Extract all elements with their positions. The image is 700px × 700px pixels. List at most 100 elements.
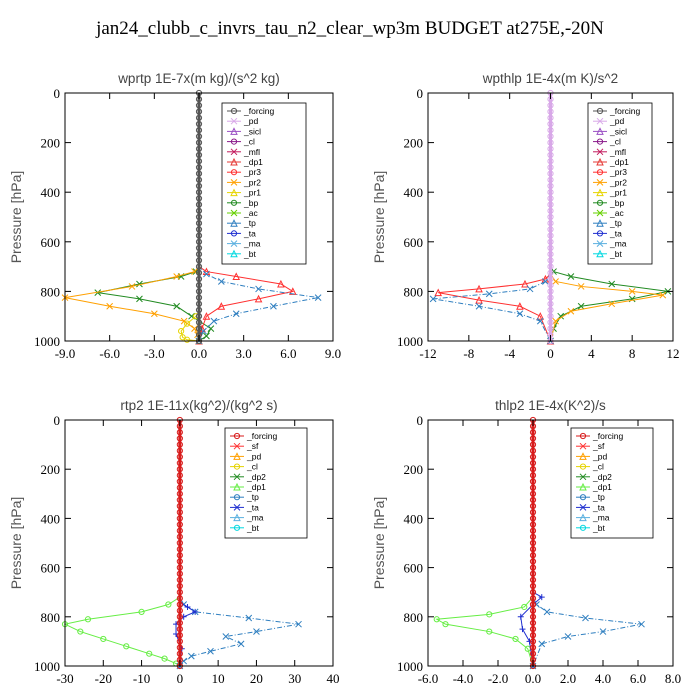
data-point xyxy=(543,608,551,616)
legend-entry: _mfl xyxy=(243,147,260,157)
legend-marker xyxy=(230,249,238,258)
legend: _forcing_pd_sicl_cl_mfl_dp1_pr3_pr2_pr1_… xyxy=(221,102,307,265)
y-tick-label: 600 xyxy=(404,235,424,250)
x-tick-label: -30 xyxy=(56,671,73,686)
x-tick-label: 30 xyxy=(288,671,301,686)
series-bp xyxy=(94,93,215,345)
legend-marker xyxy=(596,169,604,176)
legend-marker xyxy=(230,230,238,237)
legend-entry: _pr2 xyxy=(243,177,261,187)
legend-marker xyxy=(596,249,604,258)
y-tick-label: 800 xyxy=(41,284,61,299)
legend-entry: _cl xyxy=(609,137,621,147)
legend-entry: _ma xyxy=(246,513,264,523)
data-point xyxy=(191,325,198,332)
series-forcing xyxy=(195,89,203,345)
legend-entry: _tp xyxy=(609,218,622,228)
x-tick-label: -2.0 xyxy=(488,671,509,686)
data-point xyxy=(217,278,225,285)
plot-frame xyxy=(64,419,334,667)
data-point xyxy=(222,633,230,640)
data-point xyxy=(207,325,215,332)
data-point xyxy=(577,302,585,310)
data-point xyxy=(608,280,616,288)
x-tick-label: 12 xyxy=(667,346,680,361)
data-point xyxy=(552,317,559,325)
legend-entry: _mfl xyxy=(609,147,626,157)
legend-entry: _forcing xyxy=(592,431,624,441)
data-point xyxy=(237,640,245,648)
data-point xyxy=(203,332,210,340)
data-point xyxy=(567,273,575,280)
data-point xyxy=(314,294,322,301)
data-point xyxy=(203,270,210,278)
legend-entry: _tp xyxy=(592,492,605,502)
legend-marker xyxy=(596,240,604,247)
legend-entry: _sf xyxy=(592,441,605,451)
data-point xyxy=(552,278,559,285)
series-line xyxy=(63,420,181,667)
data-point xyxy=(184,603,191,610)
x-tick-label: -4.0 xyxy=(453,671,474,686)
data-point xyxy=(475,295,483,304)
legend-entry: _bp xyxy=(609,198,624,208)
legend-entry: _cl xyxy=(246,462,258,472)
data-point xyxy=(486,611,493,618)
legend-entry: _dp1 xyxy=(592,482,612,492)
legend-entry: _pd xyxy=(243,116,258,126)
data-point xyxy=(599,628,607,635)
panel-title: thlp2 1E-4x(K^2)/s xyxy=(495,398,606,413)
legend-entry: _cl xyxy=(592,462,604,472)
legend: _forcing_sf_pd_cl_dp2_dp1_tp_ta_ma_bt xyxy=(570,427,654,539)
data-point xyxy=(179,334,186,341)
x-tick-label: 0.0 xyxy=(525,671,541,686)
x-tick-label: 4 xyxy=(588,346,595,361)
series-pr3 xyxy=(195,93,297,345)
data-point xyxy=(429,295,437,303)
legend-marker xyxy=(230,219,238,227)
legend-entry: _pd xyxy=(246,451,261,461)
series-pr2 xyxy=(61,93,203,345)
series-dp1 xyxy=(433,420,537,670)
legend-marker xyxy=(579,473,587,481)
legend-marker xyxy=(230,107,238,115)
data-point xyxy=(245,614,253,622)
legend-marker xyxy=(596,209,604,217)
data-point xyxy=(608,300,616,308)
x-tick-label: 3.0 xyxy=(236,346,252,361)
y-tick-label: 200 xyxy=(404,136,424,151)
data-point xyxy=(180,317,188,325)
legend-marker xyxy=(596,107,604,115)
legend-entry: _ma xyxy=(609,239,627,249)
legend-entry: _tp xyxy=(246,492,259,502)
data-point xyxy=(486,628,493,635)
legend-box xyxy=(570,427,654,539)
legend-entry: _ta xyxy=(246,502,259,512)
data-point xyxy=(161,655,168,662)
legend-entry: _sicl xyxy=(243,126,261,136)
legend-entry: _forcing xyxy=(246,431,278,441)
series-forcing xyxy=(529,416,537,670)
y-tick-label: 200 xyxy=(41,136,61,151)
data-point xyxy=(526,285,534,293)
y-tick-label: 600 xyxy=(41,561,61,576)
x-tick-label: -6.0 xyxy=(418,671,439,686)
data-point xyxy=(659,291,667,299)
data-point xyxy=(253,628,260,635)
x-tick-label: -20 xyxy=(95,671,112,686)
legend-marker xyxy=(579,463,587,470)
y-tick-label: 0 xyxy=(417,86,424,101)
legend-marker xyxy=(596,157,604,166)
legend: _forcing_sf_pd_cl_dp2_dp1_tp_ta_ma_bt xyxy=(224,427,308,539)
y-axis-label: Pressure [hPa] xyxy=(8,497,24,590)
legend-entry: _dp2 xyxy=(592,472,612,482)
data-point xyxy=(187,652,195,660)
x-tick-label: 6.0 xyxy=(630,671,646,686)
legend-marker xyxy=(579,482,587,491)
data-point xyxy=(516,302,524,310)
data-point xyxy=(255,285,262,293)
data-point xyxy=(100,635,107,643)
y-tick-label: 0 xyxy=(417,413,424,428)
data-point xyxy=(270,302,277,310)
data-point xyxy=(517,613,524,620)
